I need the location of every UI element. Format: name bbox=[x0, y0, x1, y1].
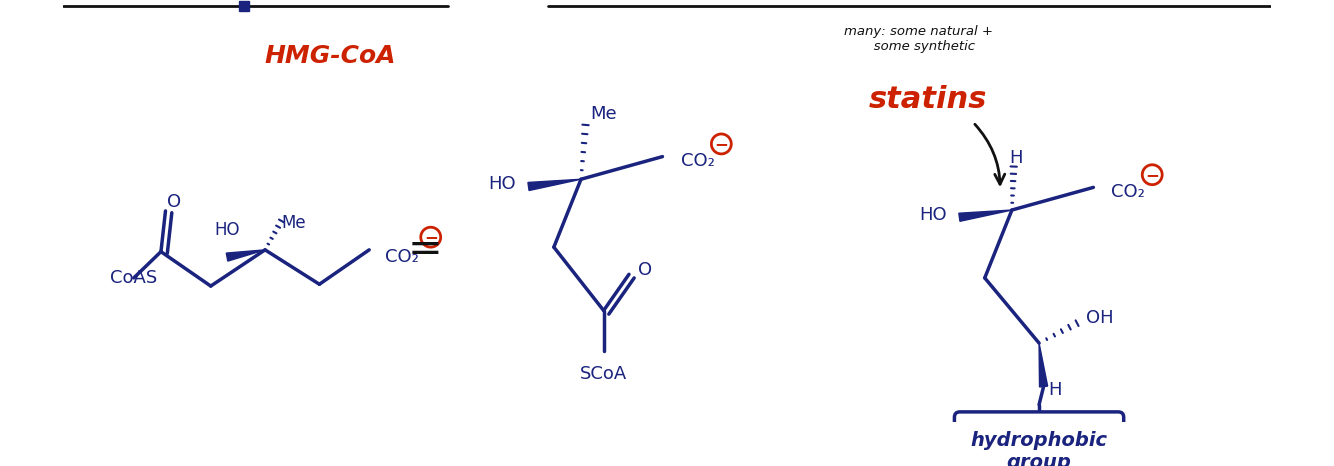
Text: statins: statins bbox=[868, 85, 987, 114]
Text: −: − bbox=[715, 135, 728, 153]
Text: Me: Me bbox=[281, 214, 305, 232]
Text: CO₂: CO₂ bbox=[1111, 183, 1146, 201]
Text: CoAS: CoAS bbox=[111, 269, 157, 287]
Text: −: − bbox=[1146, 166, 1159, 184]
Text: H: H bbox=[1049, 381, 1062, 399]
Text: CO₂: CO₂ bbox=[680, 152, 715, 170]
Text: many: some natural +
       some synthetic: many: some natural + some synthetic bbox=[843, 25, 992, 53]
FancyBboxPatch shape bbox=[954, 412, 1123, 466]
Text: O: O bbox=[168, 193, 181, 211]
Text: group: group bbox=[1007, 453, 1071, 466]
Text: SCoA: SCoA bbox=[580, 365, 627, 383]
Text: CO₂: CO₂ bbox=[386, 248, 419, 266]
Text: HO: HO bbox=[215, 221, 240, 239]
Text: HMG-CoA: HMG-CoA bbox=[264, 44, 396, 68]
Polygon shape bbox=[227, 250, 265, 261]
Text: HO: HO bbox=[488, 175, 516, 193]
Polygon shape bbox=[1039, 343, 1047, 387]
Polygon shape bbox=[528, 179, 582, 191]
Polygon shape bbox=[959, 210, 1013, 221]
Text: HO: HO bbox=[919, 206, 947, 224]
Text: H: H bbox=[1010, 149, 1023, 166]
Text: −: − bbox=[424, 228, 438, 246]
Text: Me: Me bbox=[590, 105, 616, 123]
Text: hydrophobic: hydrophobic bbox=[971, 432, 1107, 450]
Text: OH: OH bbox=[1086, 309, 1114, 327]
Text: =: = bbox=[408, 228, 443, 270]
Text: O: O bbox=[638, 261, 652, 279]
